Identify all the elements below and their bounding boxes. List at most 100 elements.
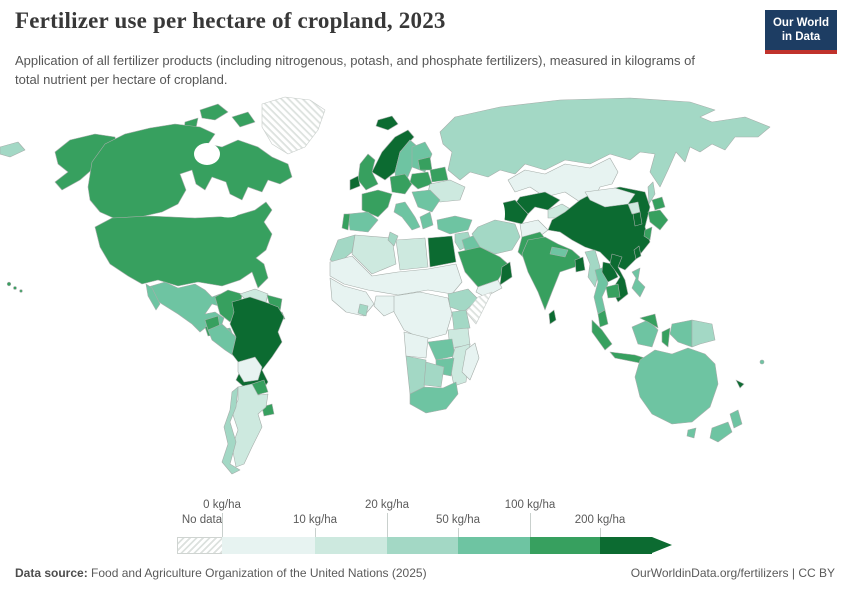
country-region[interactable] [411,189,441,213]
country-region[interactable] [13,286,17,290]
legend-tick-label: 50 kg/ha [435,514,481,526]
owid-logo[interactable]: Our World in Data [765,10,837,54]
legend-bin-50-100[interactable] [458,537,530,554]
legend-tick-label: 10 kg/ha [292,514,338,526]
country-region[interactable] [393,201,421,231]
country-region[interactable] [221,386,241,475]
country-region[interactable] [341,213,351,231]
country-region[interactable] [729,409,743,429]
country-region[interactable] [19,289,23,293]
country-region[interactable] [465,291,493,325]
country-region[interactable] [393,291,453,341]
legend-tick [458,528,459,537]
owid-logo-line1: Our World [772,17,829,29]
country-region[interactable] [597,309,609,328]
country-region[interactable] [735,379,745,389]
country-region[interactable] [0,141,26,158]
country-region[interactable] [605,283,621,299]
legend-bin-10-20[interactable] [315,537,387,554]
country-region[interactable] [475,279,503,298]
country-region[interactable] [631,319,659,348]
country-region[interactable] [634,347,719,425]
country-region[interactable] [591,319,613,351]
country-region[interactable] [436,215,473,235]
country-region[interactable] [427,235,457,268]
legend-color-bar[interactable] [222,537,652,554]
country-region[interactable] [651,196,666,211]
country-region[interactable] [349,175,361,191]
country-region[interactable] [231,111,256,128]
country-region[interactable] [461,342,480,381]
country-region[interactable] [686,427,697,439]
country-region[interactable] [499,261,513,286]
sea-overlay [218,210,238,218]
legend-tick [600,528,601,537]
country-region[interactable] [375,115,399,131]
country-region[interactable] [409,381,459,414]
country-region[interactable] [387,231,399,247]
country-region[interactable] [403,331,429,359]
legend-bin-100-200[interactable] [530,537,600,554]
country-region[interactable] [471,219,521,255]
country-region[interactable] [521,236,581,311]
owid-logo-line2: in Data [781,31,821,44]
legend-tick [387,513,388,537]
country-region[interactable] [361,189,393,218]
country-region[interactable] [639,313,659,329]
country-region[interactable] [549,246,569,258]
data-source-label: Data source: [15,566,88,580]
country-region[interactable] [427,338,456,361]
legend-bin-200+[interactable] [600,537,652,554]
country-region[interactable] [709,421,733,443]
country-region[interactable] [643,226,653,241]
legend-tick [530,513,531,537]
legend-bin-20-50[interactable] [387,537,458,554]
country-region[interactable] [231,383,269,468]
country-region[interactable] [584,249,601,288]
world-map [0,92,850,492]
country-region[interactable] [199,103,229,121]
country-region[interactable] [429,166,449,183]
country-region[interactable] [451,309,471,331]
country-region[interactable] [547,186,651,271]
country-region[interactable] [347,211,379,233]
legend-bin-0-10[interactable] [222,537,315,554]
data-source-note: Data source: Food and Agriculture Organi… [15,566,427,580]
country-region[interactable] [351,234,397,275]
country-region[interactable] [371,129,415,181]
country-region[interactable] [87,123,293,221]
country-region[interactable] [357,303,369,317]
owid-link[interactable]: OurWorldinData.org/fertilizers | CC BY [630,566,835,580]
country-region[interactable] [661,327,671,348]
country-region[interactable] [94,201,273,289]
country-region[interactable] [669,319,693,348]
country-region[interactable] [329,255,463,296]
country-region[interactable] [631,267,646,298]
legend-tick-label: 20 kg/ha [364,499,410,511]
country-region[interactable] [627,201,641,215]
country-region[interactable] [389,173,413,195]
map-legend: No data 0 kg/ha 10 kg/ha 20 kg/ha 50 kg/… [0,495,850,557]
data-source-text: Food and Agriculture Organization of the… [91,566,427,580]
country-region[interactable] [419,211,434,230]
country-region[interactable] [691,319,716,348]
country-region[interactable] [395,237,429,271]
country-region[interactable] [647,181,656,205]
country-region[interactable] [145,283,161,311]
country-region[interactable] [632,211,643,227]
country-region[interactable] [423,361,445,388]
country-region[interactable] [439,97,771,188]
country-region[interactable] [574,256,586,273]
sea-overlay [194,143,220,165]
country-region[interactable] [6,281,12,287]
country-region[interactable] [633,245,642,260]
country-region[interactable] [409,171,433,190]
country-region[interactable] [759,359,765,365]
country-region[interactable] [261,96,326,155]
country-region[interactable] [237,356,263,383]
country-region[interactable] [647,209,669,231]
legend-tick-label: 200 kg/ha [574,514,626,526]
country-region[interactable] [548,309,557,325]
country-region[interactable] [373,295,398,317]
